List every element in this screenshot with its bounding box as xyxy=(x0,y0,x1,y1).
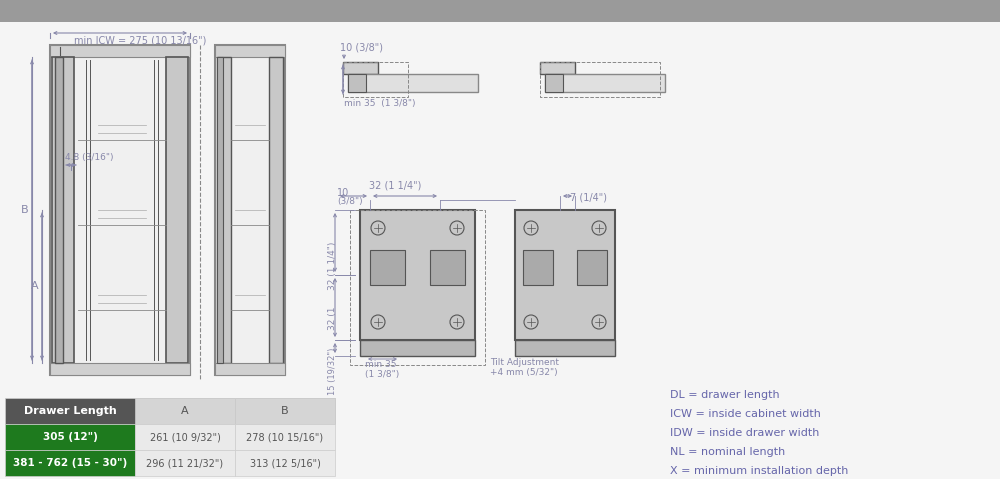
Text: Drawer Length: Drawer Length xyxy=(24,406,116,416)
Bar xyxy=(215,45,285,375)
Bar xyxy=(360,340,475,356)
Text: min 35  (1 3/8"): min 35 (1 3/8") xyxy=(344,99,416,108)
Bar xyxy=(540,62,660,97)
Text: 10 (3/8"): 10 (3/8") xyxy=(340,42,383,52)
Bar xyxy=(430,250,465,285)
Text: ICW = inside cabinet width: ICW = inside cabinet width xyxy=(670,409,821,419)
Bar xyxy=(235,450,335,476)
Text: 32 (1 1/4"): 32 (1 1/4") xyxy=(328,242,338,290)
Text: 296 (11 21/32"): 296 (11 21/32") xyxy=(146,458,224,468)
Text: 32 (1: 32 (1 xyxy=(328,307,338,331)
Bar xyxy=(577,250,607,285)
Bar xyxy=(50,363,190,375)
Bar xyxy=(343,62,408,97)
Text: X = minimum installation depth: X = minimum installation depth xyxy=(670,466,848,476)
Text: 313 (12 5/16"): 313 (12 5/16") xyxy=(250,458,320,468)
Bar xyxy=(217,57,223,363)
Bar xyxy=(515,210,615,340)
Bar xyxy=(135,450,235,476)
Bar xyxy=(348,74,478,92)
Bar xyxy=(135,398,235,424)
Bar xyxy=(235,398,335,424)
Bar xyxy=(269,57,283,363)
Bar xyxy=(370,250,405,285)
Bar xyxy=(545,74,665,92)
Bar xyxy=(5,398,335,424)
Text: A: A xyxy=(31,281,39,291)
Bar xyxy=(135,424,235,450)
Text: 4.8 (3/16"): 4.8 (3/16") xyxy=(65,153,114,162)
Text: DL = drawer length: DL = drawer length xyxy=(670,390,780,400)
Bar xyxy=(540,62,575,74)
Text: 10: 10 xyxy=(337,188,349,198)
Bar xyxy=(545,74,563,92)
Text: (1 3/8"): (1 3/8") xyxy=(365,370,399,379)
Text: min ICW = 275 (10 13/16"): min ICW = 275 (10 13/16") xyxy=(74,35,206,45)
Bar xyxy=(350,210,485,365)
Text: 278 (10 15/16"): 278 (10 15/16") xyxy=(246,432,324,442)
Bar xyxy=(50,45,190,57)
Text: B: B xyxy=(281,406,289,416)
Bar xyxy=(343,62,378,74)
Text: IDW = inside drawer width: IDW = inside drawer width xyxy=(670,428,819,438)
Bar xyxy=(55,57,63,363)
Bar xyxy=(215,45,285,57)
Text: B: B xyxy=(21,205,29,215)
Text: 32 (1 1/4"): 32 (1 1/4") xyxy=(369,180,421,190)
Text: min 35: min 35 xyxy=(365,360,396,369)
Bar xyxy=(348,74,366,92)
Bar xyxy=(5,424,135,450)
Bar xyxy=(166,57,188,363)
Bar xyxy=(50,45,190,375)
Bar xyxy=(515,340,615,356)
Text: 15 (19/32"): 15 (19/32") xyxy=(328,348,338,395)
Bar xyxy=(360,210,475,340)
Text: Position of the Synchronization Bar: Position of the Synchronization Bar xyxy=(8,4,274,18)
Bar xyxy=(235,424,335,450)
Bar xyxy=(0,0,1000,22)
Bar xyxy=(5,450,135,476)
Bar xyxy=(215,363,285,375)
Bar xyxy=(52,57,74,363)
Text: 261 (10 9/32"): 261 (10 9/32") xyxy=(150,432,220,442)
Text: Tilt Adjustment
+4 mm (5/32"): Tilt Adjustment +4 mm (5/32") xyxy=(490,358,559,377)
Text: Tilt Adjustment Adapter Installation: Tilt Adjustment Adapter Installation xyxy=(335,4,605,18)
Bar xyxy=(523,250,553,285)
Text: A: A xyxy=(181,406,189,416)
Text: 7 (1/4"): 7 (1/4") xyxy=(570,192,607,202)
Text: (3/8"): (3/8") xyxy=(337,197,363,206)
Text: 381 - 762 (15 - 30"): 381 - 762 (15 - 30") xyxy=(13,458,127,468)
Text: NL = nominal length: NL = nominal length xyxy=(670,447,785,457)
Bar xyxy=(217,57,231,363)
Text: 305 (12"): 305 (12") xyxy=(43,432,97,442)
